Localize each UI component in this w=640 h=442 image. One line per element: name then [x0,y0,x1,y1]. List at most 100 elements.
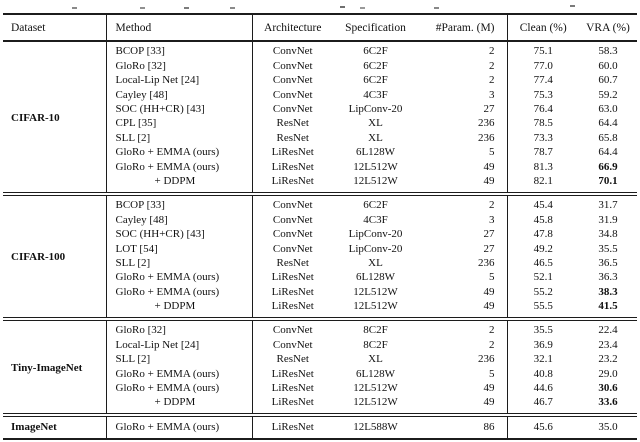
cell-method: CPL [35] [105,116,252,132]
table-row: Cayley [48] ConvNet 4C3F 3 45.8 31.9 [3,213,637,228]
col-header-vra: VRA (%) [586,21,630,34]
cell-method: SOC (HH+CR) [43] [105,102,252,117]
col-header-params: #Param. (M) [435,21,495,34]
cell-arch: ResNet [251,352,333,368]
cell-method: GloRo + EMMA (ours) [105,415,252,439]
cell-arch: LiResNet [251,270,333,286]
cell-spec: 6C2F [363,45,388,58]
cell-method: GloRo + EMMA (ours) [105,285,252,300]
cell-arch: LiResNet [251,299,333,320]
table-header: Dataset Method Architecture Specification #P… [3,14,637,41]
cell-params: 49 [483,174,495,187]
table-row: CIFAR-10 BCOP [33] ConvNet 6C2F 2 75.1 58.3 [3,41,637,123]
cell-clean: 47.8 [506,227,579,243]
cell-arch: ConvNet [251,227,333,243]
cell-method: Cayley [48] [105,88,252,103]
cell-clean: 55.5 [506,299,579,320]
cell-vra: 36.3 [598,271,618,284]
cell-spec: 12L512W [353,160,398,173]
cell-arch: ConvNet [251,88,333,103]
cell-params: 2 [489,199,495,212]
table-row: + DDPM LiResNet 12L512W 49 55.5 41.5 [3,299,637,320]
cell-clean: 46.7 [506,395,579,416]
cell-params: 49 [483,300,495,313]
cell-clean: 52.1 [506,270,579,286]
cell-arch: ResNet [251,116,333,132]
table-row: SLL [2] ResNet XL 236 32.1 23.2 [3,352,637,368]
cell-arch: LiResNet [251,381,333,396]
table-row: GloRo + EMMA (ours) LiResNet 6L128W 5 78.7 64… [3,145,637,161]
table-row: Cayley [48] ConvNet 4C3F 3 75.3 59.2 [3,88,637,103]
cell-method: GloRo + EMMA (ours) [105,367,252,382]
cell-params: 86 [483,420,495,433]
cell-clean: 73.3 [506,131,579,146]
cell-spec: LipConv-20 [348,228,403,241]
cell-spec: 6L128W [355,146,396,159]
cell-spec: LipConv-20 [348,102,403,115]
dataset-label: CIFAR-100 [11,251,66,264]
cell-clean: 46.5 [506,256,579,271]
cell-vra: 41.5 [598,300,618,313]
cell-params: 236 [478,353,495,366]
cell-method: BCOP [33] [105,193,252,214]
cell-clean: 76.4 [506,102,579,117]
dataset-label: CIFAR-10 [11,111,60,124]
cell-clean: 40.8 [506,367,579,382]
cell-params: 49 [483,396,495,409]
cell-method: Local-Lip Net [24] [105,73,252,89]
cell-params: 236 [478,256,495,269]
cell-arch: ConvNet [251,193,333,214]
cell-params: 27 [483,242,495,255]
col-header-clean: Clean (%) [506,14,579,41]
cell-arch: ConvNet [251,338,333,353]
cell-vra: 70.1 [598,174,618,187]
cell-spec: 4C3F [363,88,388,101]
cell-clean: 75.1 [506,41,579,60]
cell-arch: ConvNet [251,73,333,89]
cell-clean: 78.7 [506,145,579,161]
cell-params: 49 [483,160,495,173]
cell-params: 2 [489,59,495,72]
col-header-arch: Architecture [251,14,333,41]
cropped-caption-fragment [0,0,640,11]
cell-vra: 30.6 [598,382,618,395]
table-row: Local-Lip Net [24] ConvNet 8C2F 2 36.9 23.4 [3,338,637,353]
cell-params: 49 [483,382,495,395]
cell-spec: LipConv-20 [348,242,403,255]
cell-vra: 23.2 [598,353,618,366]
cell-spec: 8C2F [363,324,388,337]
table-row: GloRo + EMMA (ours) LiResNet 6L128W 5 52.1 36… [3,270,637,286]
cell-arch: LiResNet [251,395,333,416]
cell-spec: 6L128W [355,367,396,380]
cell-params: 27 [483,228,495,241]
cell-spec: 12L512W [353,174,398,187]
dataset-label: ImageNet [11,420,57,433]
cell-arch: ConvNet [251,41,333,60]
cell-clean: 77.4 [506,73,579,89]
cell-vra: 60.7 [598,74,618,87]
results-table: Dataset Method Architecture Specification #P… [3,13,637,440]
cell-clean: 32.1 [506,352,579,368]
cell-spec: 6C2F [363,59,388,72]
cell-vra: 35.5 [598,242,618,255]
cell-arch: LiResNet [251,415,333,439]
cell-arch: LiResNet [251,174,333,194]
cell-vra: 23.4 [598,338,618,351]
section-cifar-100: CIFAR-100 BCOP [33] ConvNet 6C2F 2 45.4 31.7 Ca… [3,193,637,320]
cell-spec: XL [368,256,383,269]
cell-arch: LiResNet [251,145,333,161]
cell-spec: XL [368,353,383,366]
cell-vra: 35.0 [598,420,618,433]
cell-method: Local-Lip Net [24] [105,338,252,353]
cell-vra: 63.0 [598,102,618,115]
cell-params: 3 [489,88,495,101]
cell-clean: 55.2 [506,285,579,300]
cell-clean: 44.6 [506,381,579,396]
cell-arch: LiResNet [251,285,333,300]
table-row: SLL [2] ResNet XL 236 46.5 36.5 [3,256,637,271]
table-row: SOC (HH+CR) [43] ConvNet LipConv-20 27 76.4 6… [3,102,637,117]
cell-spec: 6L128W [355,271,396,284]
section-imagenet: ImageNet GloRo + EMMA (ours) LiResNet 12L58… [3,415,637,439]
cell-spec: 6C2F [363,199,388,212]
table-row: GloRo + EMMA (ours) LiResNet 12L512W 49 81.3… [3,160,637,175]
